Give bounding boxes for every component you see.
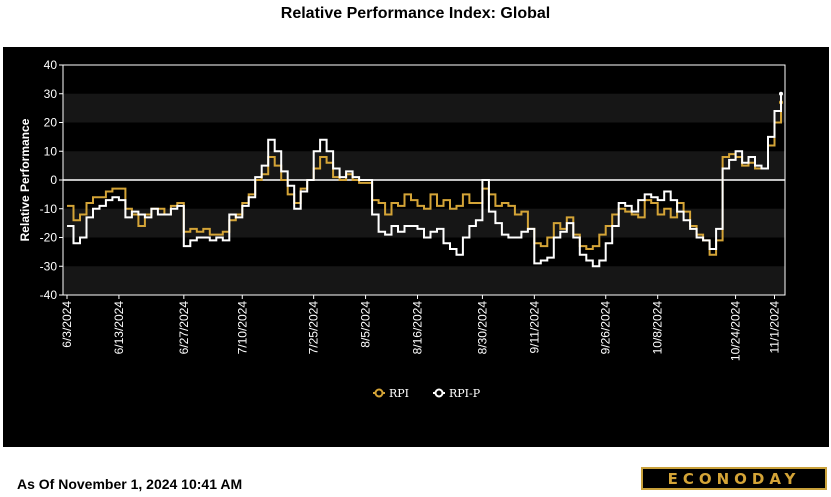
x-tick-label: 8/5/2024 [359,301,373,348]
econoday-logo: ECONODAY [641,467,827,490]
legend-swatch-marker-rpi-p [434,388,444,398]
x-tick-label: 11/1/2024 [768,301,782,354]
y-axis-title: Relative Performance [18,118,32,241]
y-tick-label: 20 [44,116,58,130]
series-end-marker-rpi-p [779,91,783,96]
x-tick-label: 8/16/2024 [411,301,425,355]
y-tick-label: -20 [40,231,58,245]
y-tick-label: -40 [40,288,58,302]
x-tick-label: 10/24/2024 [729,301,743,361]
x-tick-label: 7/10/2024 [235,301,249,355]
y-tick-label: 30 [44,87,58,101]
as-of-timestamp: As Of November 1, 2024 10:41 AM [17,476,243,492]
logo-text: ECONODAY [667,469,801,488]
y-tick-label: -30 [40,259,58,273]
x-tick-label: 6/27/2024 [177,301,191,355]
legend-label-rpi: RPI [389,387,409,400]
plot-band [63,65,785,94]
y-tick-label: 10 [44,144,58,158]
plot-band [63,122,785,152]
series-line-rpi [67,102,782,256]
x-tick-label: 9/26/2024 [599,301,613,355]
x-tick-label: 9/11/2024 [527,301,541,354]
y-tick-label: 40 [44,58,58,72]
chart-title: Relative Performance Index: Global [280,5,551,22]
plot-band [63,237,785,267]
chart-panel: 40 30 20 10 0 -10 -20 -30 -40 Relative Performanc… [3,47,829,490]
plot-band [63,266,785,295]
x-tick-label: 8/30/2024 [475,301,489,355]
x-tick-label: 7/25/2024 [307,301,321,355]
y-tick-label: 0 [50,173,57,187]
plot-band [63,151,785,180]
series-line-rpi-p [67,93,782,268]
plot-band [63,93,785,123]
x-tick-label: 6/3/2024 [60,301,74,348]
x-tick-label: 10/8/2024 [651,301,665,355]
legend-label-rpi-p: RPI-P [449,387,481,400]
x-tick-label: 6/13/2024 [112,301,126,355]
chart-svg: 40 30 20 10 0 -10 -20 -30 -40 Relative Performanc… [18,58,786,400]
legend-swatch-marker-rpi [374,388,384,398]
y-tick-label: -10 [40,202,58,216]
